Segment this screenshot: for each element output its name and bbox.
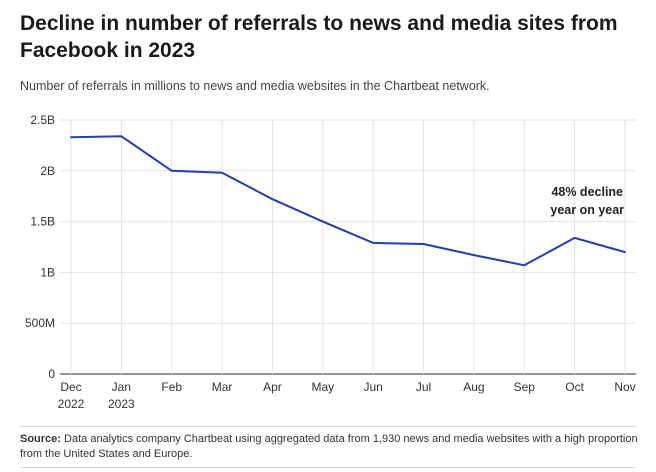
grid-layer	[60, 119, 636, 375]
series-line	[70, 135, 626, 267]
chart-subtitle: Number of referrals in millions to news …	[20, 79, 490, 93]
source-text: Data analytics company Chartbeat using a…	[20, 433, 638, 460]
x-tick-label: Dec 2022	[58, 380, 85, 411]
source-note: Source: Data analytics company Chartbeat…	[20, 432, 640, 462]
x-tick-label: Apr	[263, 380, 282, 394]
x-tick-label: Jun	[364, 380, 383, 394]
y-tick-label: 1B	[40, 265, 55, 279]
source-label: Source:	[20, 433, 61, 445]
x-tick-label: Sep	[514, 380, 536, 394]
annotation-label: 48% decline year on year	[550, 185, 624, 217]
y-tick-label: 2B	[40, 164, 55, 178]
x-tick-label: Aug	[463, 380, 484, 394]
chart-title: Decline in number of referrals to news a…	[20, 12, 618, 62]
x-tick-label: Jan 2023	[108, 380, 135, 411]
x-tick-label: May	[311, 380, 334, 394]
y-tick-label: 500M	[25, 316, 55, 330]
annotation-layer: 48% decline year on year	[550, 185, 624, 217]
y-tick-label: 1.5B	[30, 215, 55, 229]
y-tick-label: 2.5B	[30, 113, 55, 127]
x-tick-label: Jul	[416, 380, 431, 394]
x-tick-label: Nov	[614, 380, 635, 394]
footer-divider	[20, 426, 636, 427]
x-tick-label: Mar	[212, 380, 233, 394]
y-tick-label: 0	[48, 367, 55, 381]
series-layer	[70, 135, 626, 267]
bottom-divider	[20, 467, 636, 468]
y-axis-ticks: 0 500M 1B 1.5B 2B 2.5B	[25, 113, 55, 381]
x-tick-label: Oct	[565, 380, 584, 394]
x-tick-label: Feb	[161, 380, 182, 394]
line-chart: 0 500M 1B 1.5B 2B 2.5B Dec 2022 Jan 2023 Feb Mar Ap…	[25, 113, 636, 411]
x-axis-ticks: Dec 2022 Jan 2023 Feb Mar Apr May Jun Jul Aug Sep Oc…	[58, 380, 636, 411]
